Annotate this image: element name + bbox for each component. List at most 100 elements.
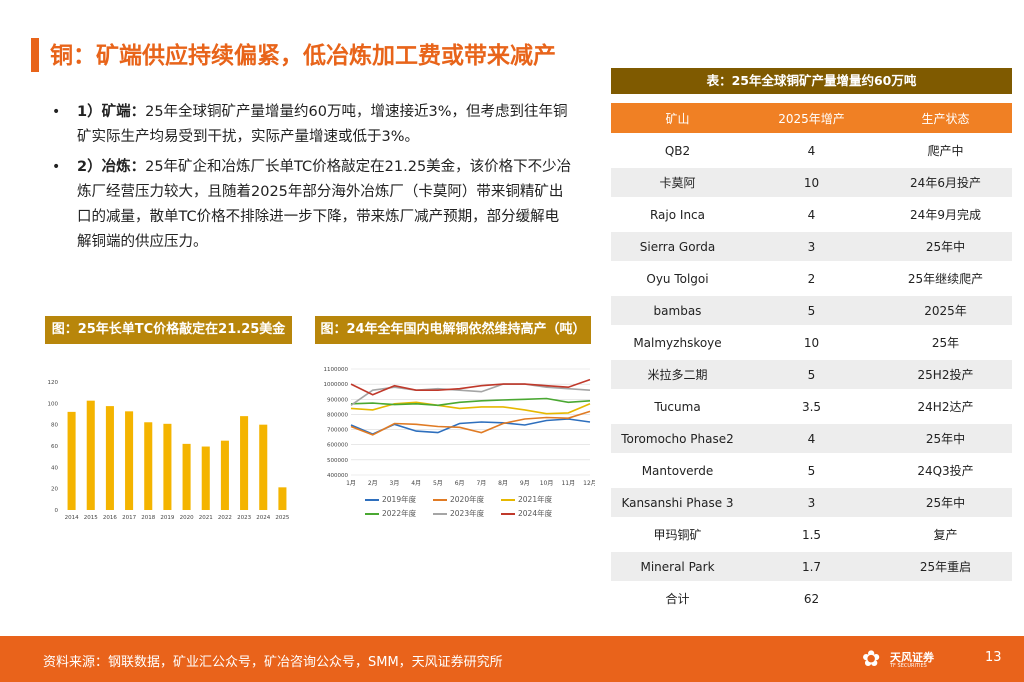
table-cell: 25年重启 — [879, 552, 1012, 581]
legend-label: 2019年度 — [382, 495, 417, 504]
legend-label: 2021年度 — [518, 495, 553, 504]
table-cell: 4 — [744, 200, 879, 229]
company-logo: ✿ 天风证券 TF SECURITIES — [862, 646, 942, 674]
bar — [125, 411, 134, 510]
table-cell: 3 — [744, 232, 879, 261]
table-cell: 25年中 — [879, 488, 1012, 517]
table-header-cell: 矿山 — [611, 103, 744, 133]
table-cell: Oyu Tolgoi — [611, 264, 744, 293]
tc-price-bar-chart: 0 20 40 60 80 100 120 2014 2015 2016 2017 2018 2019 2… — [48, 380, 290, 521]
table-header-row: 矿山 2025年增产 生产状态 — [611, 103, 1012, 133]
legend-swatch — [501, 513, 515, 515]
table-cell: 24年9月完成 — [879, 200, 1012, 229]
bar — [240, 416, 249, 510]
title-accent-bar — [31, 38, 39, 72]
x-tick-label: 7月 — [476, 480, 486, 487]
bullet-label: 1）矿端： — [77, 104, 146, 120]
table-cell: 复产 — [879, 520, 1012, 549]
y-tick-label: 0 — [55, 508, 59, 514]
x-tick-label: 2019 — [160, 515, 174, 521]
table-cell: 25年 — [879, 328, 1012, 357]
table-cell: 24Q3投产 — [879, 456, 1012, 485]
table-cell: 1.7 — [744, 552, 879, 581]
table-row: Tucuma 3.5 24H2达产 — [611, 392, 1012, 421]
y-tick-label: 100 — [48, 401, 59, 407]
bullet-marker: • — [52, 159, 61, 175]
table-cell: Mantoverde — [611, 456, 744, 485]
y-tick-label: 60 — [51, 444, 58, 450]
legend-item: 2019年度 — [365, 494, 433, 505]
table-cell: 甲玛铜矿 — [611, 520, 744, 549]
table-row: Toromocho Phase2 4 25年中 — [611, 424, 1012, 453]
legend-swatch — [501, 499, 515, 501]
legend-label: 2024年度 — [518, 509, 553, 518]
copper-output-line-chart: 400000 500000 600000 700000 800000 900000 1000… — [324, 367, 596, 487]
legend-swatch — [433, 513, 447, 515]
x-tick-label: 2023 — [237, 515, 251, 521]
bar — [278, 487, 287, 510]
x-tick-label: 9月 — [520, 480, 530, 487]
x-tick-label: 2017 — [122, 515, 136, 521]
table-cell: Rajo Inca — [611, 200, 744, 229]
table-cell: 米拉多二期 — [611, 360, 744, 389]
y-tick-label: 600000 — [327, 443, 348, 449]
table-cell: 25年继续爬产 — [879, 264, 1012, 293]
y-tick-label: 400000 — [327, 473, 348, 479]
table-cell: 62 — [744, 584, 879, 613]
table-row: bambas 5 2025年 — [611, 296, 1012, 325]
table-row: 合计 62 — [611, 584, 1012, 613]
table-cell: 25年中 — [879, 424, 1012, 453]
legend-item: 2023年度 — [433, 508, 501, 519]
table-row: 甲玛铜矿 1.5 复产 — [611, 520, 1012, 549]
table-row: Rajo Inca 4 24年9月完成 — [611, 200, 1012, 229]
table-row: 米拉多二期 5 25H2投产 — [611, 360, 1012, 389]
y-tick-label: 40 — [51, 465, 58, 471]
bullet-label: 2）冶炼： — [77, 159, 146, 175]
x-tick-label: 11月 — [561, 480, 575, 487]
bar — [220, 440, 229, 510]
table-cell: 卡莫阿 — [611, 168, 744, 197]
legend-label: 2020年度 — [450, 495, 485, 504]
table-row: Malmyzhskoye 10 25年 — [611, 328, 1012, 357]
bar — [259, 424, 268, 510]
table-cell: 24年6月投产 — [879, 168, 1012, 197]
footer-source: 资料来源：钢联数据，矿业汇公众号，矿冶咨询公众号，SMM，天风证券研究所 — [43, 655, 503, 670]
table-row: QB2 4 爬产中 — [611, 136, 1012, 165]
flower-logo-icon: ✿ — [862, 647, 881, 672]
x-tick-label: 2024 — [256, 515, 270, 521]
table-cell: 10 — [744, 168, 879, 197]
table-cell: bambas — [611, 296, 744, 325]
table-cell: 5 — [744, 360, 879, 389]
legend-item: 2022年度 — [365, 508, 433, 519]
table-cell: 3 — [744, 488, 879, 517]
bullet-item: • 2）冶炼：25年矿企和冶炼厂长单TC价格敲定在21.25美金，该价格下不少冶… — [52, 155, 572, 255]
y-tick-label: 1000000 — [324, 382, 349, 388]
table-cell: 25H2投产 — [879, 360, 1012, 389]
legend-item: 2024年度 — [501, 508, 569, 519]
bar — [182, 443, 191, 510]
table-cell: Toromocho Phase2 — [611, 424, 744, 453]
x-tick-label: 1月 — [346, 480, 356, 487]
x-tick-label: 12月 — [583, 480, 595, 487]
y-tick-label: 900000 — [327, 397, 348, 403]
legend-item: 2020年度 — [433, 494, 501, 505]
logo-subtitle: TF SECURITIES — [890, 663, 927, 669]
legend-label: 2022年度 — [382, 509, 417, 518]
x-tick-label: 2022 — [218, 515, 232, 521]
table-cell: 2 — [744, 264, 879, 293]
x-tick-label: 8月 — [498, 480, 508, 487]
page-number: 13 — [985, 650, 1002, 665]
table-cell: 10 — [744, 328, 879, 357]
table-row: Mineral Park 1.7 25年重启 — [611, 552, 1012, 581]
footer-bar — [0, 636, 1024, 682]
table-header-cell: 2025年增产 — [744, 103, 879, 133]
line-chart-title: 图：24年全年国内电解铜依然维持高产（吨） — [315, 316, 591, 344]
table-cell: Sierra Gorda — [611, 232, 744, 261]
table-cell: Tucuma — [611, 392, 744, 421]
y-tick-label: 120 — [48, 380, 59, 386]
x-tick-label: 2014 — [65, 515, 79, 521]
table-cell: QB2 — [611, 136, 744, 165]
table-header-cell: 生产状态 — [879, 103, 1012, 133]
y-tick-label: 500000 — [327, 458, 348, 464]
bar — [67, 411, 76, 510]
